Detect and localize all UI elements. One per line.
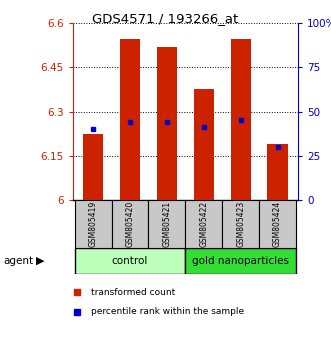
Bar [222, 200, 259, 248]
Bar [157, 47, 177, 200]
Text: agent: agent [3, 256, 33, 266]
Bar [267, 144, 288, 200]
Text: GSM805423: GSM805423 [236, 201, 245, 247]
Bar [231, 39, 251, 200]
Bar [83, 134, 103, 200]
Text: GSM805420: GSM805420 [125, 201, 134, 247]
Bar [149, 200, 185, 248]
Bar [75, 200, 112, 248]
Bar [194, 89, 214, 200]
Bar [185, 200, 222, 248]
Text: transformed count: transformed count [91, 288, 175, 297]
Bar [185, 248, 296, 274]
Text: GSM805424: GSM805424 [273, 201, 282, 247]
Text: GSM805419: GSM805419 [89, 201, 98, 247]
Text: ▶: ▶ [35, 256, 44, 266]
Text: GSM805421: GSM805421 [163, 201, 171, 247]
Bar [120, 39, 140, 200]
Text: percentile rank within the sample: percentile rank within the sample [91, 307, 244, 316]
Bar [259, 200, 296, 248]
Bar [75, 248, 185, 274]
Text: gold nanoparticles: gold nanoparticles [192, 256, 289, 266]
Text: control: control [112, 256, 148, 266]
Bar [112, 200, 149, 248]
Text: GDS4571 / 193266_at: GDS4571 / 193266_at [92, 12, 239, 25]
Text: GSM805422: GSM805422 [199, 201, 208, 247]
